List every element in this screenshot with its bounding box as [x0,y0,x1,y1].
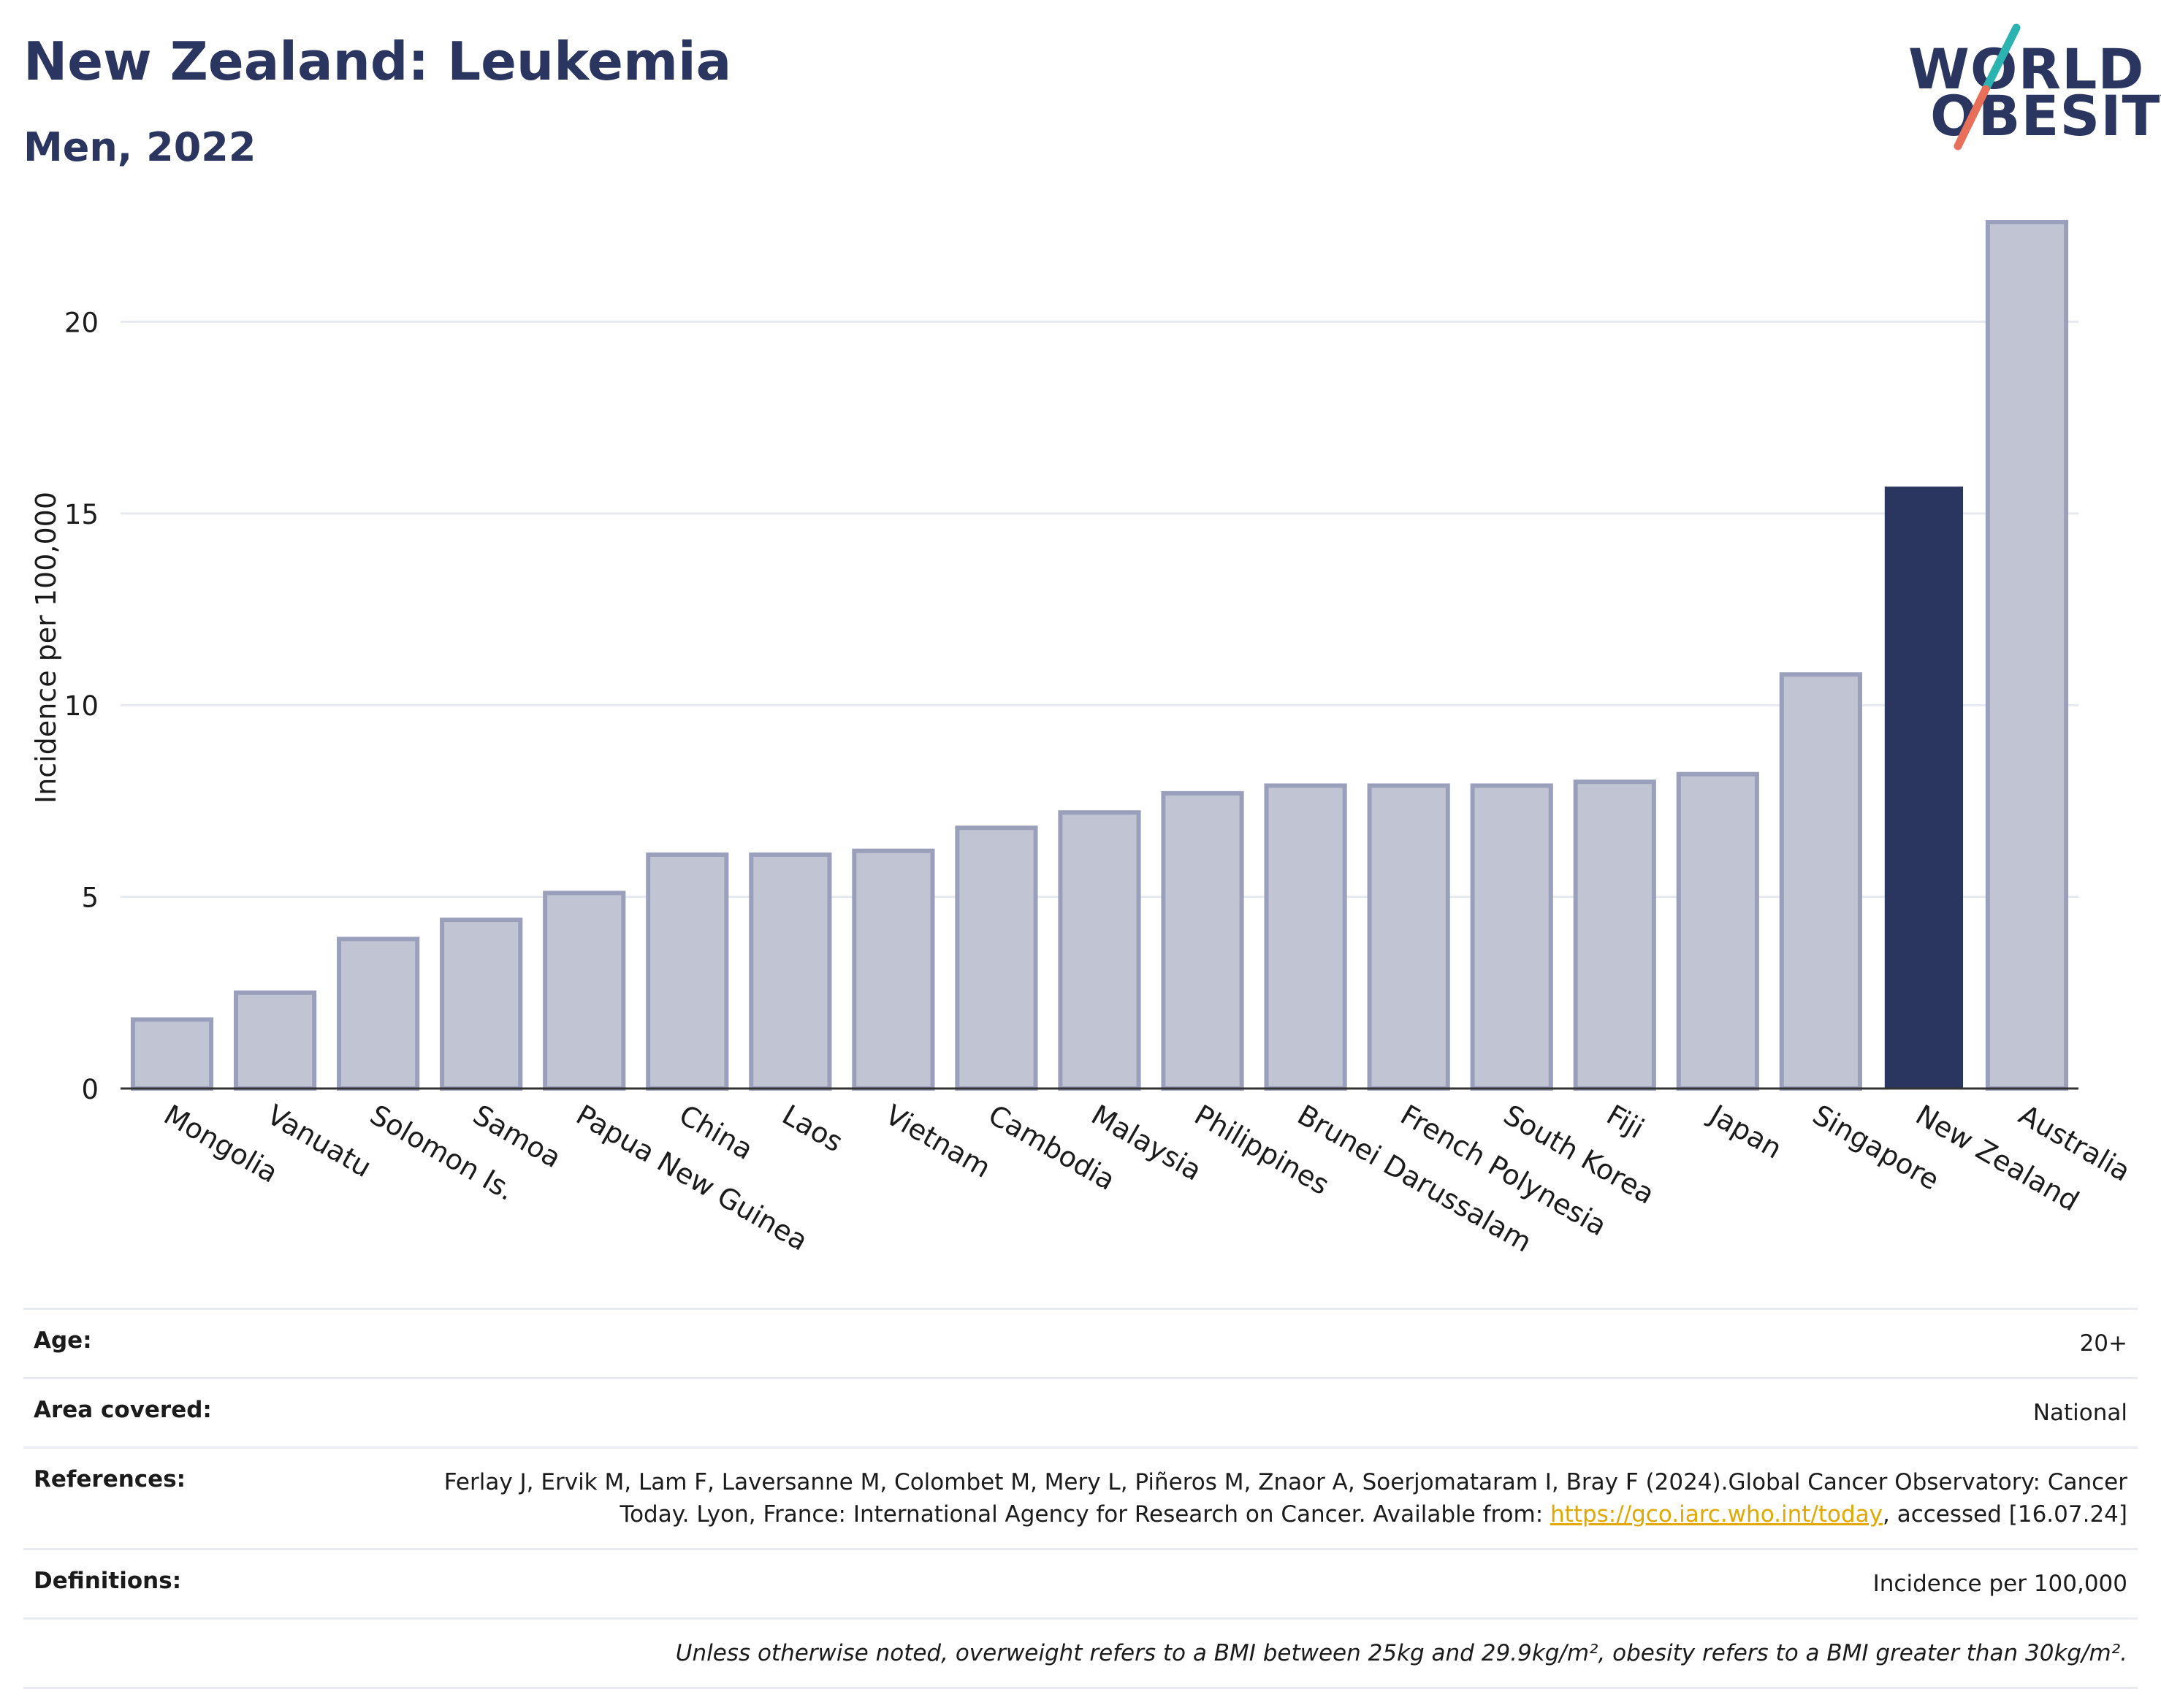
x-tick-label: Laos [777,1099,848,1159]
logo-word-world: WORLD [1908,37,2145,102]
bar-cambodia [955,826,1038,1091]
bar-south-korea [1470,783,1553,1091]
y-axis-label: Incidence per 100,000 [30,492,62,804]
bar-vanuatu [233,990,317,1091]
x-tick-label: Vietnam [880,1099,996,1184]
bar-japan [1676,771,1759,1091]
references-accessed: , accessed [16.07.24] [1882,1501,2127,1528]
info-row-definitions: Definitions: Incidence per 100,000 [23,1548,2138,1617]
bar-chart: 0 5 10 15 20 Incidence per 100,000 MongoliaVan… [30,219,2136,1259]
references-link[interactable]: https://gco.iarc.who.int/today [1550,1501,1883,1528]
definitions-label: Definitions: [34,1568,182,1594]
y-tick-label: 5 [81,882,99,914]
bar-new-zealand [1884,487,1964,1089]
bar-malaysia [1058,810,1141,1091]
bar-singapore [1779,672,1862,1091]
world-obesity-logo: WORLD OBESITY [1899,22,2161,161]
chart-subtitle: Men, 2022 [23,124,256,170]
bar-solomon-is- [337,937,420,1091]
references-value: Ferlay J, Ervik M, Lam F, Laversanne M, … [374,1466,2127,1530]
bar-china [646,852,729,1091]
bar-mongolia [130,1017,214,1091]
info-row-note: Unless otherwise noted, overweight refer… [23,1617,2138,1689]
area-value: National [2032,1400,2127,1426]
bar-laos [749,852,832,1091]
references-label: References: [34,1466,186,1492]
references-text: Ferlay J, Ervik M, Lam F, Laversanne M, … [443,1469,2127,1528]
bar-french-polynesia [1367,783,1450,1091]
bar-papua-new-guinea [543,891,626,1091]
age-value: 20+ [2079,1330,2127,1357]
bar-fiji [1573,779,1656,1091]
bmi-note: Unless otherwise noted, overweight refer… [675,1640,2127,1666]
info-row-references: References: Ferlay J, Ervik M, Lam F, La… [23,1446,2138,1548]
y-tick-label: 20 [64,307,99,338]
logo-slash-icon [1954,23,2021,150]
y-tick-label: 0 [81,1074,99,1105]
y-tick-label: 10 [64,690,99,722]
y-tick-label: 15 [64,499,99,530]
chart-title: New Zealand: Leukemia [23,31,732,92]
x-tick-label: Fiji [1601,1099,1650,1145]
area-label: Area covered: [34,1397,212,1423]
x-tick-label: Vanuatu [262,1099,377,1183]
age-label: Age: [34,1327,92,1354]
bar-australia [1985,219,2069,1091]
definitions-value: Incidence per 100,000 [1872,1571,2127,1597]
bar-philippines [1161,790,1244,1091]
x-tick-label: Japan [1703,1098,1788,1165]
bar-brunei-darussalam [1264,783,1347,1091]
info-row-age: Age: 20+ [23,1308,2138,1377]
bar-samoa [440,918,523,1091]
info-row-area: Area covered: National [23,1377,2138,1446]
x-tick-label: Mongolia [159,1099,283,1189]
bar-vietnam [852,848,935,1091]
info-table: Age: 20+ Area covered: National Referenc… [23,1308,2138,1689]
